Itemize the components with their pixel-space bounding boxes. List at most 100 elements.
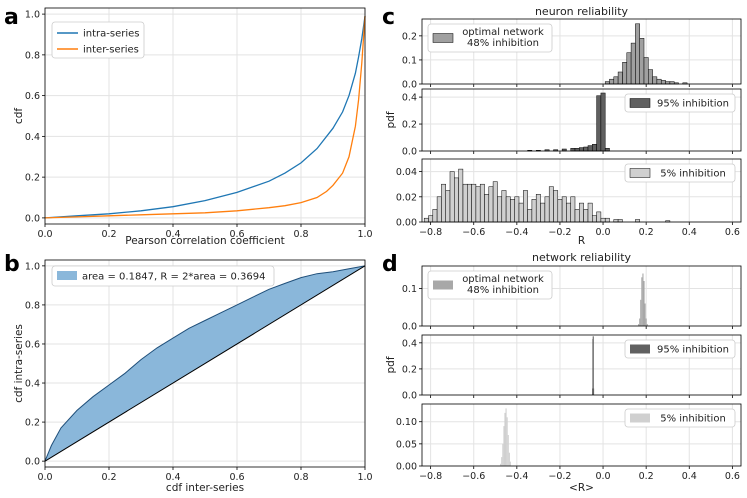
c-sub2-bar [557, 199, 563, 223]
c-sub2-bar [436, 196, 442, 223]
d-sub2-ytick-label: 0.05 [396, 439, 417, 450]
c-sub2-bar [592, 215, 597, 223]
a-ylabel: cdf [13, 108, 25, 124]
a-legend-label-0: intra-series [83, 29, 140, 40]
d-sub0-frame [421, 265, 742, 327]
c-sub2-bar [467, 183, 472, 223]
d-sub2-bar [505, 408, 507, 466]
c-sub1-frame [421, 88, 742, 152]
d-sub2-bar [500, 463, 502, 466]
b-xtick-label: 0.8 [293, 472, 308, 483]
d-sub2-bar [501, 457, 503, 466]
c-sub0-bar [630, 42, 636, 85]
c-sub0-bar [656, 78, 662, 85]
d-sub0-bar [640, 299, 642, 327]
a-xtick-label: 0.8 [293, 229, 308, 240]
c-sub0-bar [626, 52, 632, 85]
c-title: neuron reliability [535, 5, 629, 18]
a-legend-label-1: inter-series [83, 45, 139, 56]
c-sub2-bar [570, 196, 576, 223]
b-xtick-label: 0.6 [229, 472, 244, 483]
a-ytick-label: 0.8 [25, 50, 40, 61]
c-sub0-legend-swatch [432, 33, 454, 43]
c-sub2-bar [561, 196, 567, 223]
chart-c: neuron reliability 0.0 0.1 0.2 optimal netwo… [385, 5, 742, 247]
d-sub2-ytick-label: 0.10 [396, 417, 417, 428]
d-sub1-legend-box [624, 339, 736, 359]
d-sub2-frame [421, 403, 742, 467]
a-ytick-label: 0.4 [25, 132, 40, 143]
b-ytick-label: 0.4 [25, 379, 40, 390]
d-sub2-xtick-label: −0.2 [548, 471, 571, 482]
c-sub2-bar [479, 183, 485, 223]
d-sub2-legend-swatch [630, 413, 650, 423]
c-sub1-legend-label: 95% inhibition [657, 99, 729, 110]
c-ylabel: pdf [385, 111, 397, 128]
a-xtick-label: 0.2 [101, 229, 116, 240]
c-sub2-bar [462, 183, 468, 223]
d-sub0-legend-label: 48% inhibition [467, 285, 539, 296]
c-sub2-xtick-label: −0.6 [462, 227, 485, 238]
a-xtick-label: 0.0 [37, 229, 52, 240]
c-sub1-bar [574, 148, 580, 152]
d-sub2-bar [502, 443, 504, 466]
c-sub2-bar [540, 202, 546, 223]
c-sub2-xtick-label: −0.4 [505, 227, 528, 238]
a-xlabel: Pearson correlation coefficient [125, 235, 284, 247]
c-sub2-bar [428, 215, 434, 223]
a-ytick-label: 0.2 [25, 173, 40, 184]
d-sub0-legend-label: optimal network [462, 274, 544, 285]
c-sub2-bar [423, 217, 429, 223]
b-ytick-label: 0.0 [25, 457, 40, 468]
panel-letter-b: b [4, 252, 20, 277]
c-sub1-legend-box [624, 93, 736, 113]
d-sub2-bar [508, 452, 510, 466]
d-sub2-xtick-label: 0.2 [639, 471, 654, 482]
c-sub0-bar [648, 69, 653, 85]
d-sub1-ytick-label: 0.0 [402, 391, 417, 402]
c-sub2-bar [475, 186, 481, 223]
c-sub2-bar [579, 202, 584, 223]
d-sub0-ytick-label: 0.1 [402, 284, 417, 295]
d-sub2-bar [504, 412, 506, 466]
panel-letter-a: a [4, 5, 19, 30]
b-curve [44, 265, 366, 462]
chart-d: network reliability 0.0 0.1 optimal network… [385, 251, 742, 494]
a-ytick-label: 0.0 [25, 213, 40, 224]
c-sub2-bar [548, 186, 554, 223]
c-sub2-ytick-label: 0.00 [396, 218, 417, 229]
d-ylabel: pdf [385, 356, 397, 373]
c-sub2-bar [449, 171, 455, 223]
c-sub0-ytick-label: 0.1 [402, 55, 417, 66]
c-sub0-bar [622, 62, 628, 85]
b-legend-label: area = 0.1847, R = 2*area = 0.3694 [82, 272, 265, 283]
c-sub2-bar [566, 202, 571, 223]
a-xtick-label: 0.4 [165, 229, 180, 240]
c-sub2-bar [501, 190, 507, 223]
c-sub1-ytick-label: 0.2 [402, 120, 417, 131]
d-sub2-xtick-label: 0.0 [595, 471, 610, 482]
c-sub2-ytick-label: 0.04 [396, 167, 417, 178]
d-sub1-bar [592, 336, 594, 395]
c-sub0-bar [661, 80, 666, 85]
c-sub0-bar [639, 38, 645, 85]
c-sub1-bar [579, 147, 584, 152]
c-sub2-bar [510, 199, 515, 223]
a-ytick-label: 1.0 [25, 10, 40, 21]
c-sub2-legend-swatch [629, 168, 651, 178]
c-sub1-bar [570, 148, 576, 152]
d-sub2-ytick-label: 0.00 [396, 462, 417, 473]
b-xlabel: cdf inter-series [166, 482, 244, 494]
c-sub2-bar [458, 168, 464, 223]
c-sub2-legend-label: 5% inhibition [660, 169, 726, 180]
c-sub1-ytick-label: 0.4 [402, 93, 417, 104]
c-sub2-bar [471, 183, 477, 223]
c-sub2-bar [454, 177, 459, 223]
d-sub0-bar [639, 318, 641, 326]
c-sub1-bar [583, 146, 589, 152]
b-ytick-label: 0.8 [25, 300, 40, 311]
c-sub0-legend-label: optimal network [462, 27, 544, 38]
c-sub2-bar [518, 202, 524, 223]
d-sub0-bar [638, 324, 640, 326]
c-sub2-xtick-label: 0.4 [682, 227, 697, 238]
